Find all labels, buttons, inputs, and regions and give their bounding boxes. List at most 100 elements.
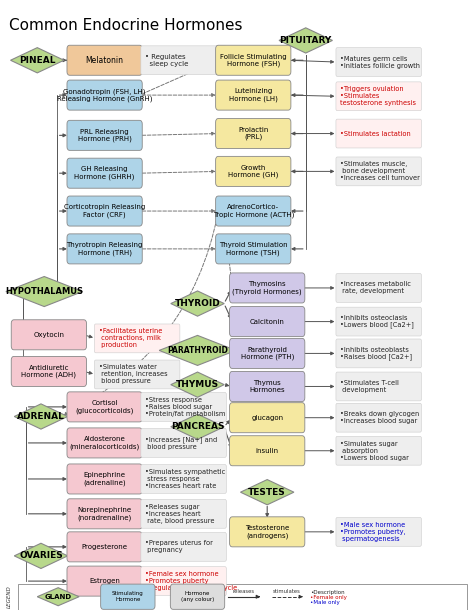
Text: Melatonin: Melatonin [86,56,124,65]
Polygon shape [6,276,82,306]
Text: Epinephrine
(adrenaline): Epinephrine (adrenaline) [83,472,126,485]
Text: •Female only: •Female only [310,595,347,600]
Text: THYROID: THYROID [174,299,220,308]
FancyBboxPatch shape [141,46,226,75]
FancyBboxPatch shape [67,158,142,188]
FancyBboxPatch shape [336,119,421,148]
Text: insulin: insulin [255,447,279,454]
FancyBboxPatch shape [229,306,305,337]
Text: stimulates: stimulates [273,588,301,594]
Text: GLAND: GLAND [45,594,72,600]
Polygon shape [279,28,332,53]
Text: •Simulates water
 retention, increases
 blood pressure: •Simulates water retention, increases bl… [99,365,167,384]
FancyBboxPatch shape [229,273,305,303]
Text: •Stress response
•Raises blood sugar
•Protein/fat metabolism: •Stress response •Raises blood sugar •Pr… [145,397,226,417]
FancyBboxPatch shape [18,584,467,610]
Text: Follicle Stimulating
Hormone (FSH): Follicle Stimulating Hormone (FSH) [220,53,287,67]
Text: •Stimulates lactation: •Stimulates lactation [340,131,411,137]
FancyBboxPatch shape [336,48,421,77]
Text: PANCREAS: PANCREAS [171,422,224,431]
Polygon shape [10,48,64,73]
Text: OVARIES: OVARIES [19,551,63,560]
Polygon shape [240,479,294,505]
Text: •Simulates sugar
 absorption
•Lowers blood sugar: •Simulates sugar absorption •Lowers bloo… [340,441,409,461]
Text: •Increases [Na+] and
 blood pressure: •Increases [Na+] and blood pressure [145,436,217,450]
FancyBboxPatch shape [141,533,226,562]
Polygon shape [171,291,224,316]
Text: PRL Releasing
Hormone (PRH): PRL Releasing Hormone (PRH) [78,129,132,142]
FancyBboxPatch shape [336,339,421,368]
Text: Common Endocrine Hormones: Common Endocrine Hormones [9,18,243,33]
Text: Gonadotropin (FSH, LH)
Releasing Hormone (GnRH): Gonadotropin (FSH, LH) Releasing Hormone… [57,88,152,102]
Text: •Inhibits osteoclasis
•Lowers blood [Ca2+]: •Inhibits osteoclasis •Lowers blood [Ca2… [340,314,414,329]
Text: Testosterone
(androgens): Testosterone (androgens) [245,525,289,539]
Text: •Stimulates T-cell
 development: •Stimulates T-cell development [340,380,399,393]
Text: •Description: •Description [310,590,345,595]
Text: GH Releasing
Hormone (GHRH): GH Releasing Hormone (GHRH) [74,167,135,180]
FancyBboxPatch shape [216,45,291,75]
FancyBboxPatch shape [229,436,305,466]
FancyBboxPatch shape [216,80,291,110]
Text: •Releases sugar
•Increases heart
 rate, blood pressure: •Releases sugar •Increases heart rate, b… [145,504,215,524]
FancyBboxPatch shape [336,273,421,302]
Text: •Prepares uterus for
 pregnancy: •Prepares uterus for pregnancy [145,540,213,554]
Text: Antidiuretic
Hormone (ADH): Antidiuretic Hormone (ADH) [21,365,76,378]
Text: Calcitonin: Calcitonin [250,319,284,324]
FancyBboxPatch shape [216,156,291,186]
Text: PINEAL: PINEAL [19,56,55,65]
FancyBboxPatch shape [67,392,142,422]
FancyBboxPatch shape [336,436,421,465]
Text: Corticotropin Releasing
Factor (CRF): Corticotropin Releasing Factor (CRF) [64,204,145,218]
FancyBboxPatch shape [100,584,155,609]
Text: Growth
Hormone (GH): Growth Hormone (GH) [228,165,278,178]
Text: •Male only: •Male only [310,600,340,605]
Polygon shape [14,404,68,429]
Text: Cortisol
(glucocorticoids): Cortisol (glucocorticoids) [75,400,134,414]
Text: Progesterone: Progesterone [82,544,128,550]
FancyBboxPatch shape [11,356,86,386]
FancyBboxPatch shape [67,196,142,226]
Text: Aldosterone
(mineralocorticoids): Aldosterone (mineralocorticoids) [70,436,140,450]
Text: AdrenoCortico-
Tropic Hormone (ACTH): AdrenoCortico- Tropic Hormone (ACTH) [212,204,294,218]
FancyBboxPatch shape [216,234,291,264]
Text: Thymus
Hormones: Thymus Hormones [249,380,285,393]
Text: Norepinephrine
(noradrenaline): Norepinephrine (noradrenaline) [77,507,132,520]
FancyBboxPatch shape [229,371,305,402]
Text: •Breaks down glycogen
•Increases blood sugar: •Breaks down glycogen •Increases blood s… [340,411,419,424]
Text: PITUITARY: PITUITARY [280,36,332,45]
FancyBboxPatch shape [67,234,142,264]
Polygon shape [159,335,236,365]
FancyBboxPatch shape [67,566,142,596]
Text: Thymosins
(Thyroid Hormones): Thymosins (Thyroid Hormones) [232,281,302,295]
Text: Hormone
(any colour): Hormone (any colour) [181,592,214,602]
FancyBboxPatch shape [229,517,305,547]
FancyBboxPatch shape [141,465,226,493]
Text: •Male sex hormone
•Promotes puberty,
 spermatogenesis: •Male sex hormone •Promotes puberty, spe… [340,522,406,542]
FancyBboxPatch shape [229,403,305,433]
FancyBboxPatch shape [67,120,142,150]
FancyBboxPatch shape [216,196,291,226]
FancyBboxPatch shape [67,532,142,562]
Text: Luteinizing
Hormone (LH): Luteinizing Hormone (LH) [229,88,278,102]
Text: Thyrotropin Releasing
Hormone (TRH): Thyrotropin Releasing Hormone (TRH) [66,242,143,256]
Text: • Regulates
  sleep cycle: • Regulates sleep cycle [145,54,188,67]
Polygon shape [171,372,224,397]
Text: HYPOTHALAMUS: HYPOTHALAMUS [5,287,83,296]
Text: Parathyroid
Hormone (PTH): Parathyroid Hormone (PTH) [240,347,294,360]
Text: Prolactin
(PRL): Prolactin (PRL) [238,127,268,140]
Text: glucagon: glucagon [251,415,283,421]
Text: LEGEND: LEGEND [7,585,12,608]
Text: •Triggers ovulation
•Stimulates
testosterone synthesis: •Triggers ovulation •Stimulates testoste… [340,86,416,106]
FancyBboxPatch shape [141,428,226,457]
Text: Stimulating
Hormone: Stimulating Hormone [112,592,144,602]
FancyBboxPatch shape [336,372,421,401]
Text: PARATHYROID: PARATHYROID [167,346,228,355]
FancyBboxPatch shape [336,403,421,432]
Polygon shape [37,588,79,606]
FancyBboxPatch shape [67,428,142,458]
Text: ADRENAL: ADRENAL [17,412,65,421]
FancyBboxPatch shape [11,320,86,350]
Text: Estrogen: Estrogen [89,578,120,584]
Text: TESTES: TESTES [248,488,286,497]
FancyBboxPatch shape [67,80,142,110]
